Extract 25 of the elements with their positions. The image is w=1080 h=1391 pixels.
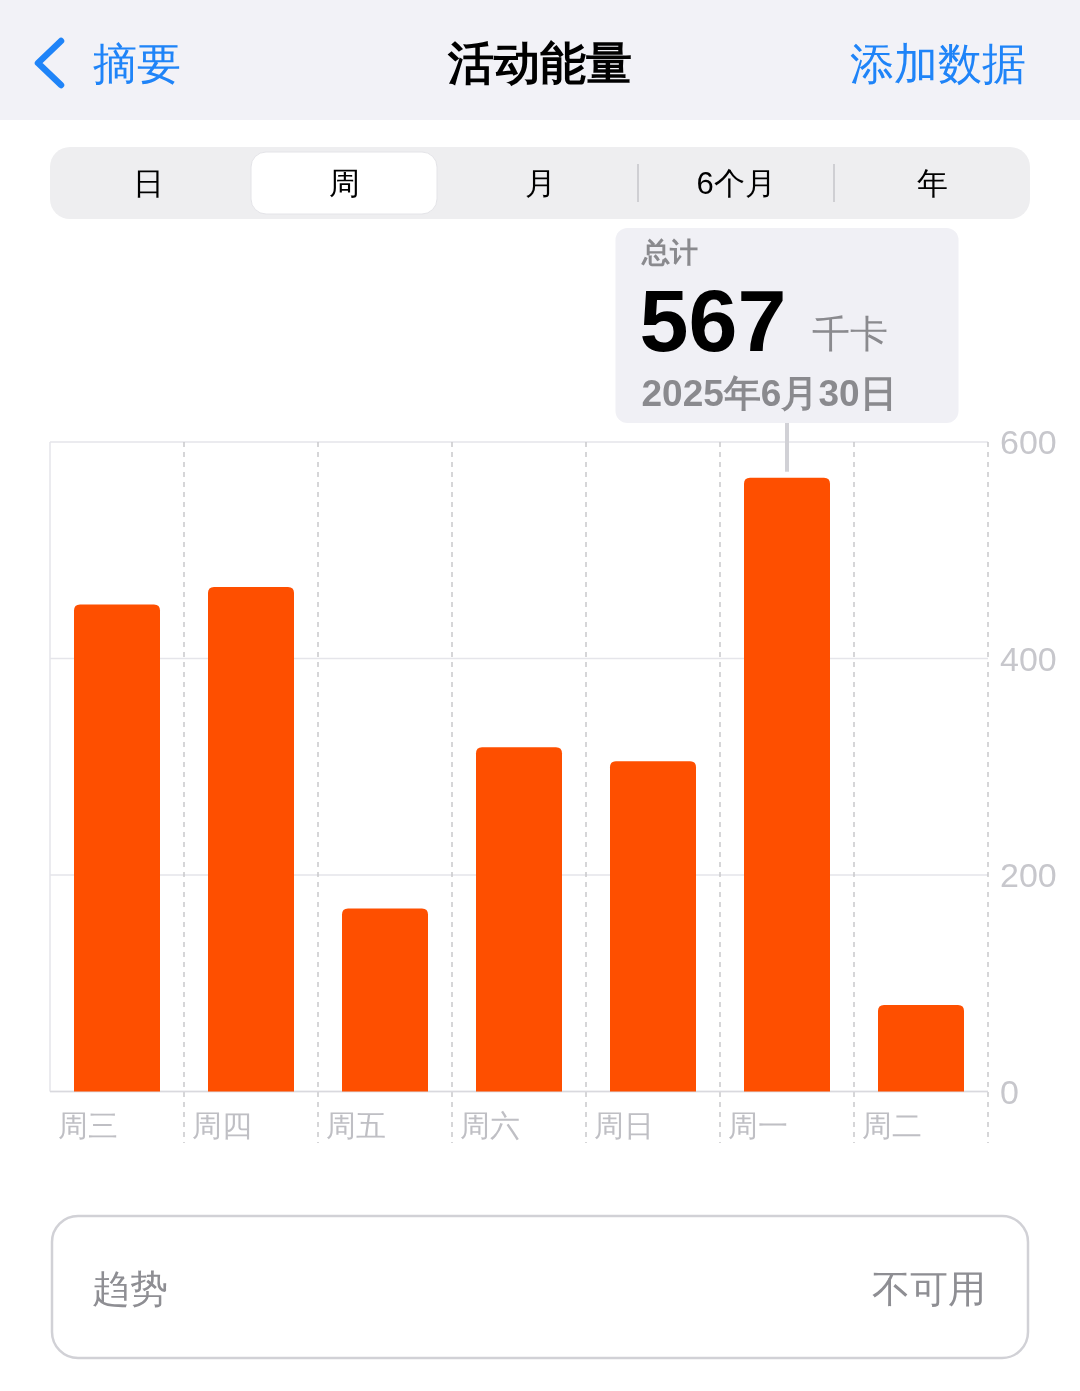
x-tick-label: 周五 — [326, 1108, 386, 1142]
text: 添加数据 — [850, 38, 1026, 88]
y-tick-label: 200 — [1000, 856, 1057, 894]
x-tick-label: 周日 — [594, 1108, 654, 1142]
x-tick-label: 周四 — [192, 1108, 252, 1142]
text: 摘要 — [93, 38, 181, 88]
text: 趋势 — [92, 1268, 168, 1310]
text: 月 — [524, 165, 556, 201]
text: 不可用 — [872, 1268, 986, 1310]
text: 6个月 — [696, 165, 776, 201]
text: 周 — [328, 165, 360, 201]
text: 年 — [916, 165, 948, 201]
y-tick-label: 600 — [1000, 423, 1057, 461]
y-tick-label: 400 — [1000, 639, 1057, 678]
x-tick-label: 周二 — [862, 1108, 922, 1142]
x-tick-label: 周一 — [728, 1108, 788, 1142]
text: 2025年6月30日 — [641, 372, 897, 414]
text: 千卡 — [812, 313, 889, 355]
chart-title: 活动能量 — [447, 37, 632, 89]
annotation: 567 — [639, 270, 787, 370]
x-tick-label: 周三 — [58, 1108, 118, 1142]
y-tick-label: 0 — [1000, 1072, 1019, 1111]
x-tick-label: 周六 — [460, 1108, 520, 1142]
text: 日 — [132, 165, 164, 201]
text: 总计 — [640, 236, 698, 268]
